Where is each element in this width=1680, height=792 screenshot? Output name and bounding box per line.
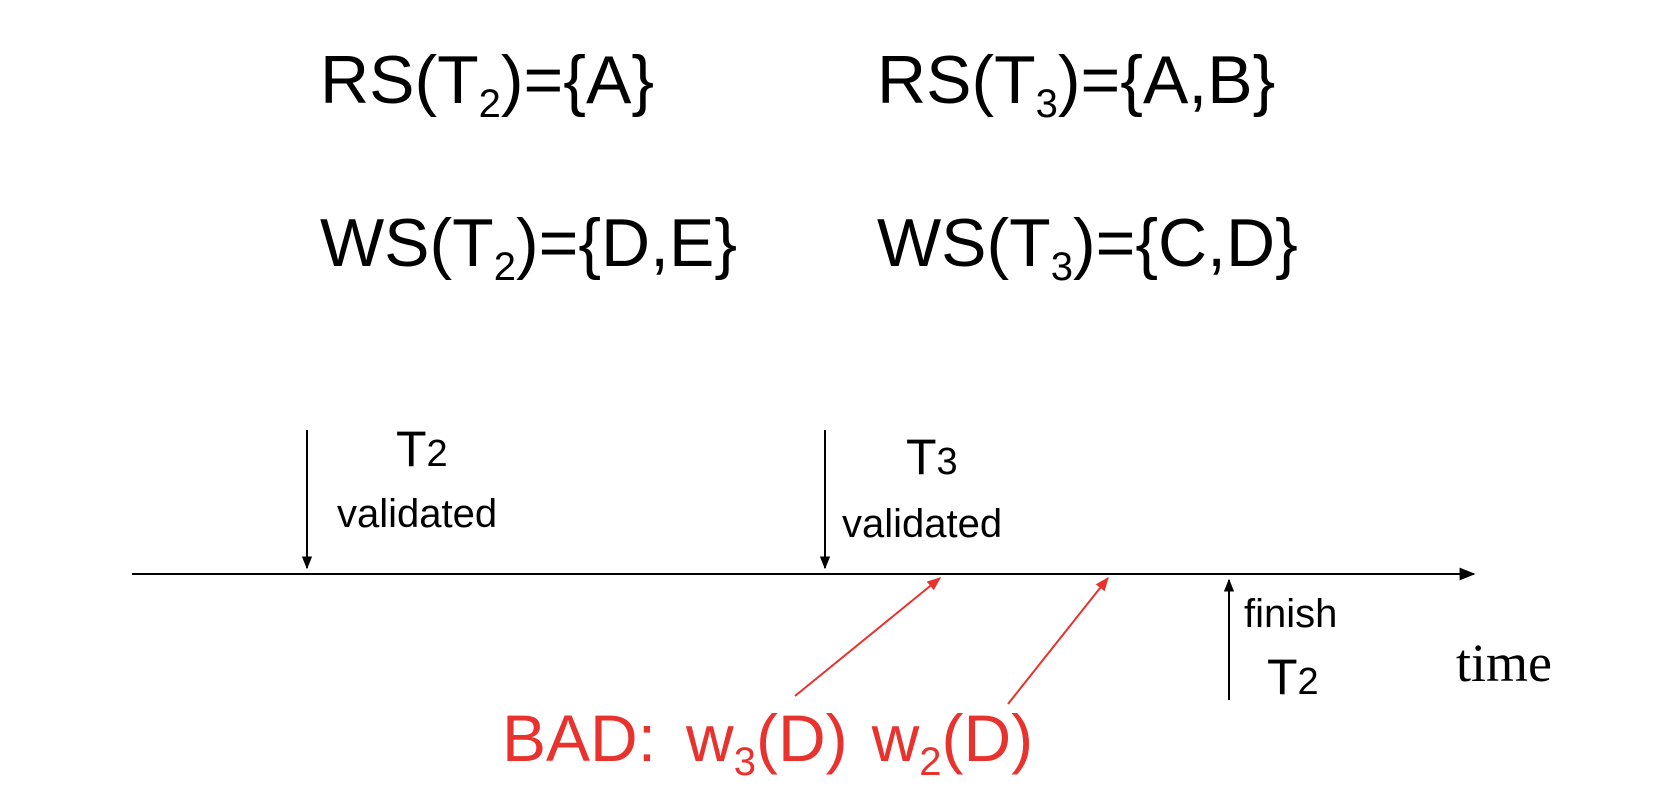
w2-op-subscript: 2 xyxy=(919,740,942,784)
read-set-t3-value: )={A,B} xyxy=(1057,42,1276,118)
w2-op-target: (D) xyxy=(941,701,1034,775)
bad-label: BAD: xyxy=(502,701,657,775)
t2-validated-name-suffix: 2 xyxy=(426,433,448,475)
write-set-t3-subscript: 3 xyxy=(1050,245,1073,289)
t3-validated-name: T3 xyxy=(906,428,958,486)
t3-validated-label: validated xyxy=(842,502,1003,546)
finish-label: finish xyxy=(1244,592,1338,636)
write-set-t2: WS(T2)={D,E} xyxy=(320,209,737,287)
w3-op-subscript: 3 xyxy=(733,740,756,784)
time-axis-label: time xyxy=(1456,633,1552,693)
read-set-t3-prefix: RS(T xyxy=(877,42,1036,118)
write-set-t3-prefix: WS(T xyxy=(877,205,1051,281)
t3-validated-name-letter: T xyxy=(906,429,937,485)
write-set-t2-subscript: 2 xyxy=(493,245,516,289)
bad-annotation: BAD: w3(D) w2(D) xyxy=(502,700,1034,782)
t3-validated-name-suffix: 3 xyxy=(936,441,958,483)
write-set-t2-value: )={D,E} xyxy=(515,205,738,281)
read-set-t3-subscript: 3 xyxy=(1035,82,1058,126)
t2-validated-name: T2 xyxy=(396,420,448,478)
t2-validated-name-letter: T xyxy=(396,421,427,477)
w3-op-prefix: w xyxy=(686,701,734,775)
read-set-t2-value: )={A} xyxy=(500,42,655,118)
finish-t2-name: T2 xyxy=(1267,648,1319,706)
read-set-t3: RS(T3)={A,B} xyxy=(877,46,1275,124)
write-set-t3-value: )={C,D} xyxy=(1072,205,1298,281)
write-set-t3: WS(T3)={C,D} xyxy=(877,209,1298,287)
w3-op-target: (D) xyxy=(755,701,848,775)
finish-t2-name-suffix: 2 xyxy=(1297,661,1319,703)
read-set-t2: RS(T2)={A} xyxy=(320,46,654,124)
finish-t2-name-letter: T xyxy=(1267,649,1298,705)
write-set-t2-prefix: WS(T xyxy=(320,205,494,281)
w2-op-prefix: w xyxy=(871,701,920,775)
read-set-t2-prefix: RS(T xyxy=(320,42,479,118)
read-set-t2-subscript: 2 xyxy=(478,82,501,126)
w3-write-arrow xyxy=(794,577,942,697)
w2-write-arrow xyxy=(1007,576,1109,705)
t2-validated-label: validated xyxy=(337,492,498,536)
